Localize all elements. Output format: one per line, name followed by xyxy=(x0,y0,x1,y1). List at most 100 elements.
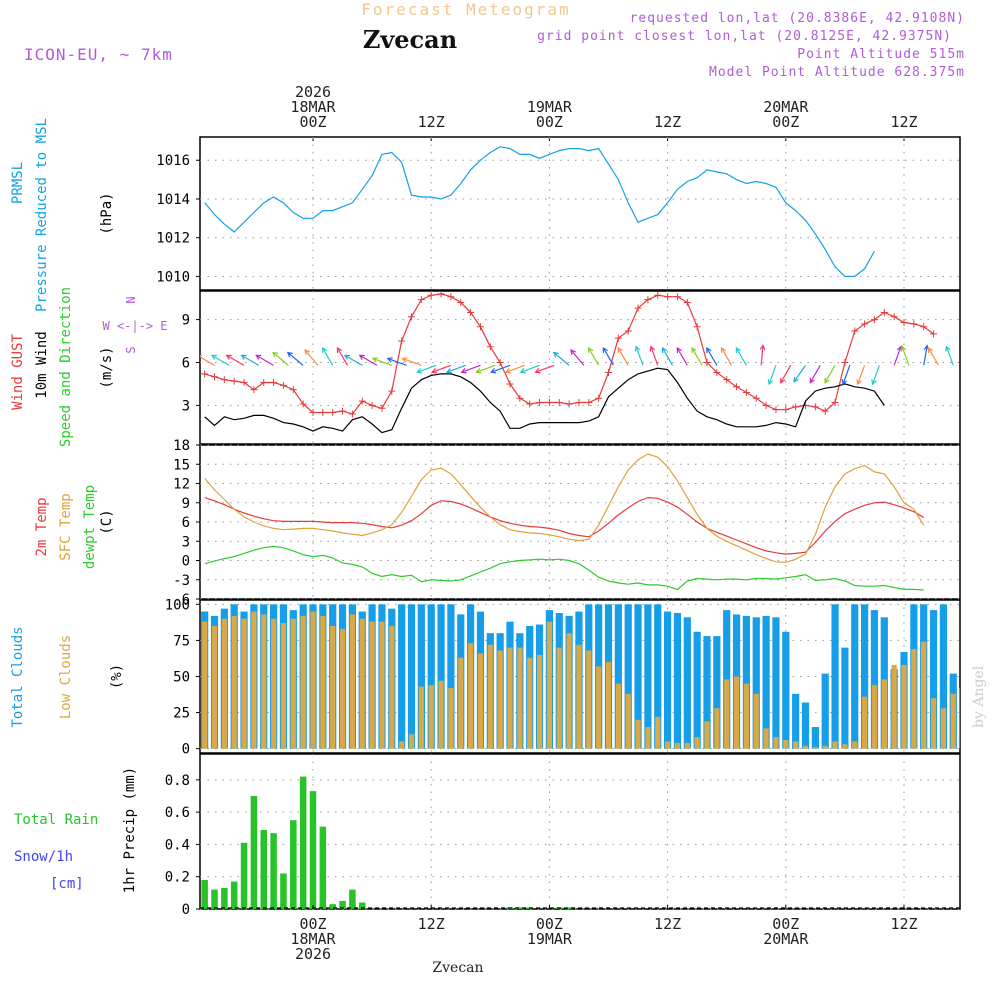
rain-bar xyxy=(319,826,327,909)
wind-arrow-head xyxy=(676,346,682,354)
low-cloud-bar xyxy=(832,741,838,749)
gust-marker xyxy=(496,358,504,366)
wind-arrow-head xyxy=(706,346,712,354)
temperature-ytick-label: 3 xyxy=(182,534,190,550)
top-time-label: 20MAR xyxy=(763,98,809,116)
wind-arrow-shaft xyxy=(461,364,481,373)
low-cloud-bar xyxy=(921,641,927,749)
low-cloud-bar xyxy=(428,685,434,749)
total-cloud-bar xyxy=(742,615,750,749)
wind-arrow-head xyxy=(552,351,559,358)
low-cloud-bar xyxy=(527,657,533,749)
rain-bar xyxy=(250,795,258,909)
gust-marker xyxy=(821,407,829,415)
total-cloud-bar xyxy=(713,636,721,749)
low-cloud-bar xyxy=(271,618,277,749)
low-cloud-bar xyxy=(339,628,346,749)
wind-arrow-head xyxy=(240,354,247,360)
rain-bar xyxy=(299,776,307,909)
rain-bar xyxy=(201,879,208,909)
sfc-temp-line xyxy=(204,453,925,564)
wind-arrow-shaft xyxy=(602,347,614,366)
bottom-time-label: 00Z xyxy=(772,915,799,933)
wind-arrow-shaft xyxy=(372,357,393,366)
wind-arrow-shaft xyxy=(287,352,304,366)
gust-marker xyxy=(920,323,928,331)
wind-arrow-shaft xyxy=(857,365,866,385)
pressure-data xyxy=(204,146,875,277)
total-cloud-bar xyxy=(762,615,770,749)
rain-bar xyxy=(349,889,356,909)
app-title: Forecast Meteogram xyxy=(361,0,570,19)
wind-arrow-head xyxy=(587,346,594,354)
compass-north-label: N xyxy=(124,296,138,303)
wind-arrow-shaft xyxy=(226,354,245,366)
low-cloud-bar xyxy=(783,740,789,749)
low-cloud-bar xyxy=(684,742,690,749)
low-cloud-bar xyxy=(714,708,720,749)
wind-arrow-shaft xyxy=(431,364,452,373)
wind-arrow-shaft xyxy=(476,364,496,373)
wind-arrow-head xyxy=(286,351,293,358)
gust-marker xyxy=(703,358,711,366)
watermark: by Angel xyxy=(971,665,987,728)
low-cloud-bar xyxy=(881,679,887,749)
panels: 1010 1012 1014 1016 (hPa) PRMSL Pressure Reduc… xyxy=(10,118,966,918)
gust-marker xyxy=(467,308,475,316)
bottom-time-label: 12Z xyxy=(890,915,917,933)
gust-marker xyxy=(378,404,386,412)
pressure-label-prmsl: PRMSL xyxy=(10,162,26,204)
low-cloud-bar xyxy=(280,623,287,749)
total-cloud-bar xyxy=(703,636,711,749)
gust-marker xyxy=(368,401,376,409)
top-time-label: 00Z xyxy=(299,113,326,131)
panel-temperature: -6 -3 0 3 6 9 12 15 18 (C) 2m Temp SFC Temp dewpt Te… xyxy=(34,438,961,608)
wind-arrow-head xyxy=(445,368,452,374)
total-cloud-bar xyxy=(673,612,682,749)
wind-label-1: 10m Wind xyxy=(34,331,50,398)
gust-marker xyxy=(624,327,632,335)
total-cloud-bar xyxy=(644,604,652,749)
wind-arrow-head xyxy=(602,346,609,354)
wind-arrow-shaft xyxy=(721,347,733,366)
clouds-ylabel: (%) xyxy=(109,664,125,689)
point-altitude: Point Altitude 515m xyxy=(797,47,965,62)
wind-arrow-head xyxy=(927,346,934,354)
gust-marker xyxy=(299,400,307,408)
clouds-ytick-label: 75 xyxy=(173,633,190,649)
bottom-time-label: 20MAR xyxy=(763,930,809,948)
gust-marker xyxy=(752,394,760,402)
wind-arrow-head xyxy=(322,346,328,354)
wind-data xyxy=(200,291,954,434)
wind-arrow-head xyxy=(780,377,786,384)
pressure-ytick-label: 1014 xyxy=(156,192,190,208)
wind-arrow-shaft xyxy=(676,347,688,366)
gust-marker xyxy=(289,386,297,394)
rain-bar xyxy=(329,904,336,909)
wind-arrow-head xyxy=(386,357,393,363)
wind-arrow-head xyxy=(475,368,482,374)
gust-marker xyxy=(329,409,337,417)
wind-arrow-head xyxy=(856,379,862,386)
wind-arrow-head xyxy=(304,349,310,356)
wind-arrow-shaft xyxy=(706,347,718,366)
wind-arrow-shaft xyxy=(760,345,764,366)
gust-marker xyxy=(861,320,869,328)
top-time-label: 2026 xyxy=(295,83,331,101)
wind-arrow-head xyxy=(720,346,727,354)
model-altitude: Model Point Altitude 628.375m xyxy=(709,65,965,80)
total-cloud-bar xyxy=(851,604,859,749)
low-cloud-bar xyxy=(536,654,543,749)
low-cloud-bar xyxy=(202,621,208,749)
gust-marker xyxy=(309,409,317,417)
gust-marker xyxy=(545,399,553,407)
low-cloud-bar xyxy=(961,658,966,749)
low-cloud-bar xyxy=(901,664,907,749)
low-cloud-bar xyxy=(566,633,572,749)
pressure-ytick-label: 1010 xyxy=(156,269,190,285)
low-cloud-bar xyxy=(576,644,582,749)
total-cloud-bar xyxy=(841,647,849,749)
gust-marker xyxy=(427,291,435,299)
gust-marker xyxy=(851,327,859,335)
